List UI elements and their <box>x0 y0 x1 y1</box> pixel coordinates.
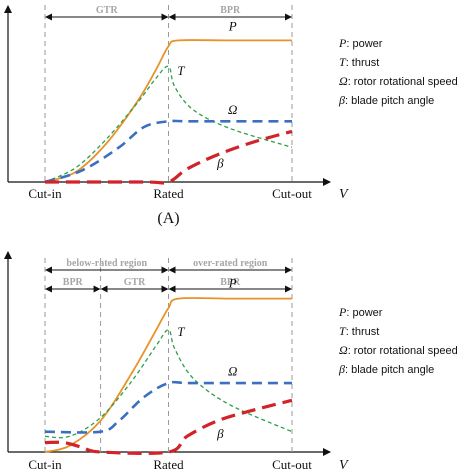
series-label: P <box>228 276 237 291</box>
region-label: BPR <box>220 5 241 16</box>
legend-text: : power <box>346 307 382 319</box>
legend-text: : rotor rotational speed <box>348 76 458 88</box>
series-line-P <box>44 296 292 453</box>
series-label: β <box>216 426 224 441</box>
legend-text: : power <box>346 38 382 50</box>
x-tick-label: Rated <box>153 186 184 201</box>
legend-text: : blade pitch angle <box>345 95 434 107</box>
region-label: GTR <box>96 5 118 16</box>
legend-symbol: Ω <box>339 343 348 357</box>
x-tick-label: Cut-in <box>28 457 62 472</box>
x-tick-label: Cut-out <box>272 186 312 201</box>
series-label: Ω <box>228 102 237 117</box>
region-label: BPR <box>220 277 241 288</box>
legend-entry: Ω: rotor rotational speed <box>339 343 458 357</box>
series-label: P <box>228 18 237 33</box>
legend-symbol: Ω <box>339 74 348 88</box>
series-line-Ω <box>44 119 292 184</box>
legend-symbol: T <box>339 324 347 338</box>
x-tick-label: Cut-in <box>28 186 62 201</box>
x-tick-label: Cut-out <box>272 457 312 472</box>
legend-entry: P: power <box>338 36 383 50</box>
legend-symbol: β <box>338 362 345 376</box>
legend-symbol: β <box>338 93 345 107</box>
series-label: Ω <box>228 363 237 378</box>
legend-entry: β: blade pitch angle <box>338 362 434 376</box>
region-label: GTR <box>124 277 146 288</box>
region-band-label: over-rated region <box>193 258 268 269</box>
legend-symbol: T <box>339 55 347 69</box>
legend-entry: T: thrust <box>339 324 379 338</box>
region-band-label: below-rated region <box>66 258 147 269</box>
x-axis-label: V <box>339 187 349 202</box>
legend-text: : thrust <box>346 57 380 69</box>
legend-text: : blade pitch angle <box>345 364 434 376</box>
region-label: BPR <box>63 277 84 288</box>
legend-entry: β: blade pitch angle <box>338 93 434 107</box>
legend-entry: P: power <box>338 305 383 319</box>
legend-symbol: P <box>338 36 347 50</box>
series-line-Ω <box>44 380 292 434</box>
legend-text: : thrust <box>346 326 380 338</box>
panel-caption: (A) <box>157 210 179 227</box>
series-label: T <box>177 324 185 339</box>
series-label: T <box>177 63 185 78</box>
series-line-T <box>44 329 293 439</box>
legend-text: : rotor rotational speed <box>348 345 458 357</box>
series-label: β <box>216 156 224 171</box>
legend-entry: T: thrust <box>339 55 379 69</box>
legend-entry: Ω: rotor rotational speed <box>339 74 458 88</box>
x-axis-label: V <box>339 458 349 473</box>
series-line-P <box>44 39 292 183</box>
legend-symbol: P <box>338 305 347 319</box>
series-line-β <box>44 398 293 455</box>
series-line-β <box>45 129 293 185</box>
x-tick-label: Rated <box>153 457 184 472</box>
